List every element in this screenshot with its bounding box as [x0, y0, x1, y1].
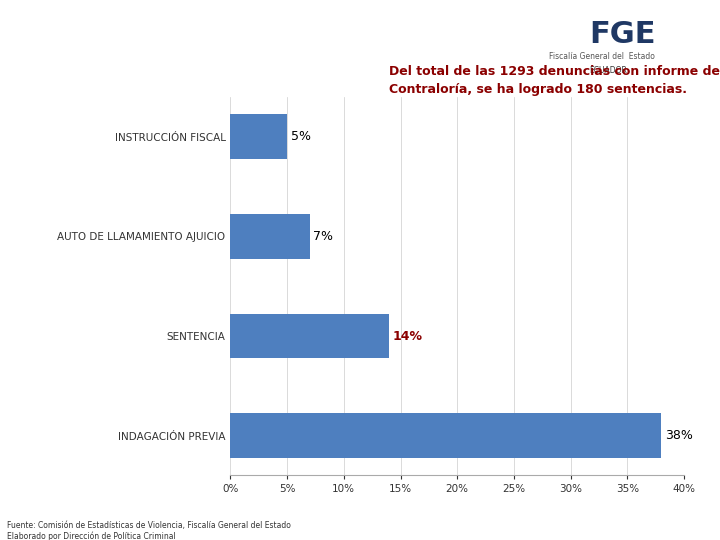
Text: 5%: 5%: [290, 130, 310, 143]
Text: Fiscalía General del  Estado: Fiscalía General del Estado: [549, 52, 654, 62]
Text: FGE: FGE: [589, 21, 655, 50]
Text: 14%: 14%: [392, 329, 423, 342]
Text: INGRESADAS CON  INFORME DE CONTRALORÍA: INGRESADAS CON INFORME DE CONTRALORÍA: [10, 40, 394, 55]
Text: AÑO 2007-AÑO 2013: AÑO 2007-AÑO 2013: [10, 60, 180, 75]
Text: Del total de las 1293 denuncias con informe de
Contraloría, se ha logrado 180 se: Del total de las 1293 denuncias con info…: [389, 65, 720, 96]
Text: Fuente: Comisión de Estadísticas de Violencia, Fiscalía General del Estado
Elabo: Fuente: Comisión de Estadísticas de Viol…: [7, 521, 291, 540]
Text: 7%: 7%: [313, 230, 333, 243]
Text: 38%: 38%: [665, 429, 693, 442]
Bar: [230, 214, 310, 259]
Bar: [230, 413, 662, 458]
Text: ESTADO PROCESAL ACTUAL DE LAS DENUNCIAS: ESTADO PROCESAL ACTUAL DE LAS DENUNCIAS: [10, 21, 401, 36]
Bar: [230, 314, 390, 359]
Text: ECUADOR: ECUADOR: [589, 65, 627, 75]
Bar: [230, 114, 287, 159]
